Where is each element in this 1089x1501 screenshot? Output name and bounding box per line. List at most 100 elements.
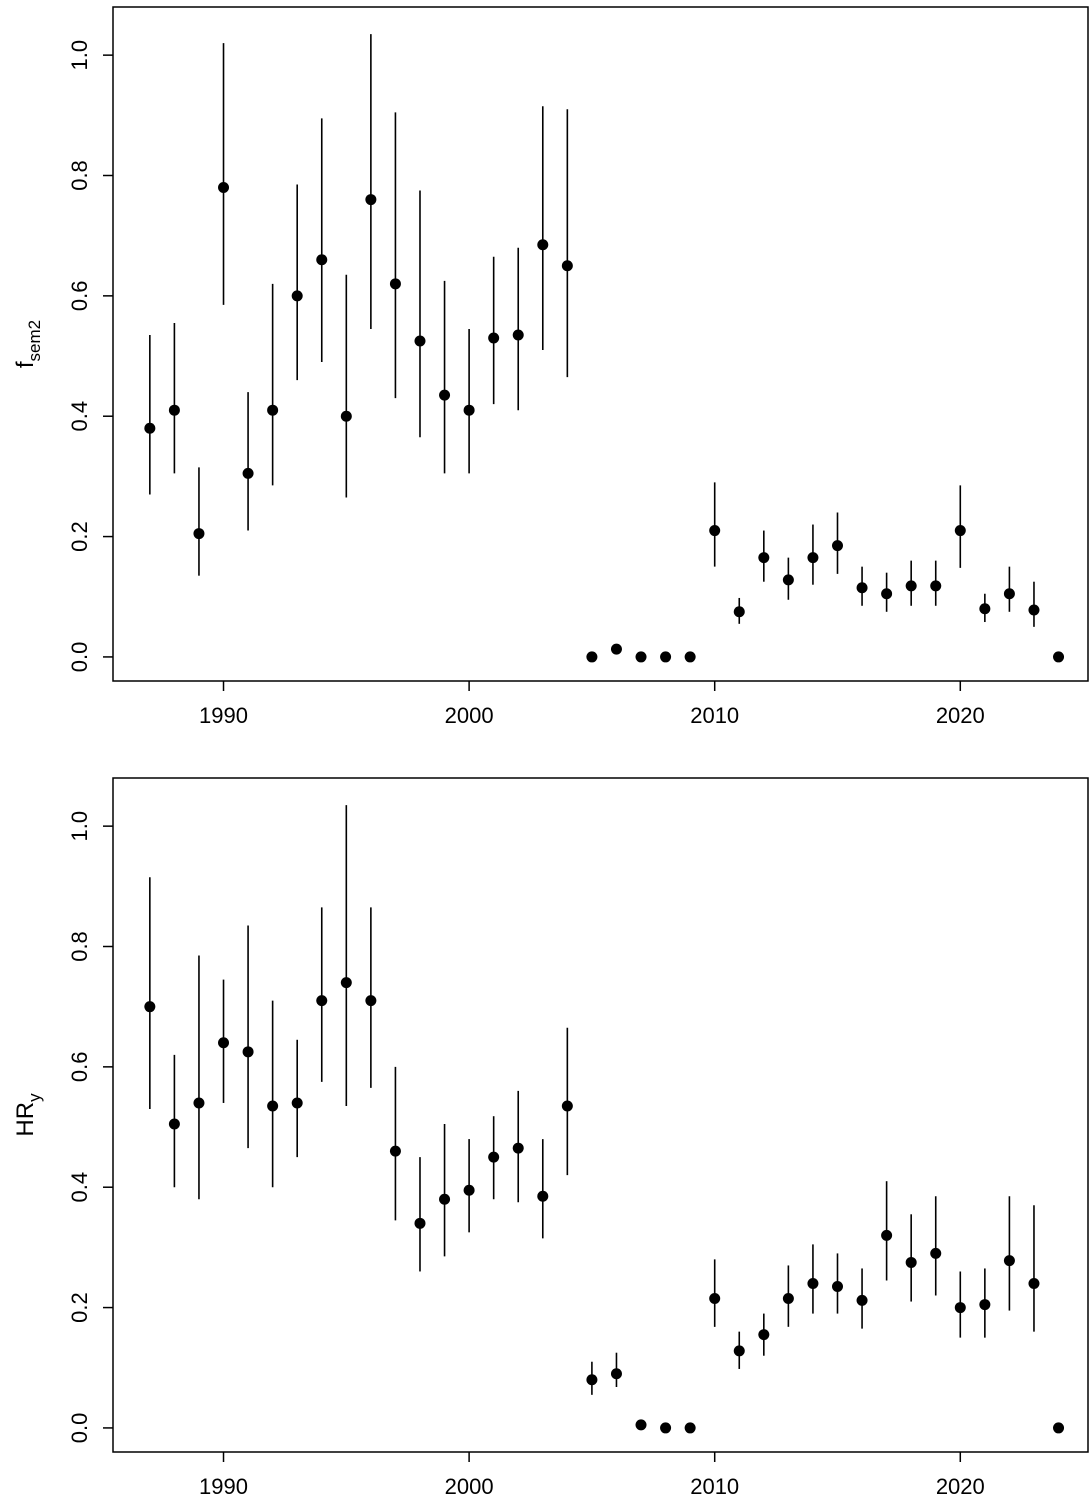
- x-tick-label: 2020: [936, 1474, 985, 1499]
- data-point: [537, 1190, 549, 1202]
- y-axis: 0.0 0.2 0.4 0.6 0.8 1.0: [67, 40, 113, 672]
- data-point: [144, 422, 156, 434]
- data-point: [930, 1247, 942, 1259]
- data-point: [782, 1293, 794, 1305]
- x-tick-label: 2000: [445, 703, 494, 728]
- data-point: [586, 651, 598, 663]
- data-point: [439, 389, 451, 401]
- data-point: [218, 1037, 230, 1049]
- data-point: [1028, 604, 1040, 616]
- y-axis-label-subscript: sem2: [25, 320, 44, 362]
- y-tick-label: 0.6: [67, 1052, 92, 1083]
- y-tick-label: 0.8: [67, 931, 92, 962]
- data-point: [291, 290, 303, 302]
- chart-panel-fsem2: 1990 2000 2010 2020 0.0 0.2 0.4 0.6 0.8 1.0 fsem…: [12, 6, 1089, 728]
- y-axis-label-main: f: [12, 361, 39, 368]
- data-point: [979, 603, 991, 615]
- y-axis-label: HRy: [12, 1093, 44, 1137]
- y-axis-label: fsem2: [12, 320, 44, 368]
- data-point: [144, 1001, 156, 1013]
- data-point: [463, 1184, 475, 1196]
- data-point: [831, 540, 843, 552]
- data-point: [905, 1256, 917, 1268]
- x-tick-label: 1990: [199, 703, 248, 728]
- data-point: [193, 1097, 205, 1109]
- data-point: [610, 1368, 622, 1380]
- data-point: [488, 1151, 500, 1163]
- data-point: [782, 574, 794, 586]
- data-point: [168, 1118, 180, 1130]
- data-point: [733, 1345, 745, 1357]
- data-point: [340, 410, 352, 422]
- data-point: [488, 332, 500, 344]
- data-point: [316, 995, 328, 1007]
- x-tick-label: 2010: [690, 703, 739, 728]
- y-axis-label-subscript: y: [25, 1093, 44, 1102]
- chart-panel-hry: 1990 2000 2010 2020 0.0 0.2 0.4 0.6 0.8 1.0 HRy: [12, 777, 1089, 1499]
- y-axis-label-main: HR: [12, 1102, 39, 1137]
- data-point: [1053, 651, 1065, 663]
- data-point: [954, 525, 966, 537]
- data-point: [218, 182, 230, 194]
- data-point: [807, 1278, 819, 1289]
- data-point: [365, 995, 377, 1007]
- x-axis: 1990 2000 2010 2020: [199, 681, 985, 728]
- y-tick-label: 0.0: [67, 642, 92, 673]
- y-tick-label: 0.6: [67, 281, 92, 312]
- data-point: [881, 588, 893, 600]
- y-tick-label: 0.4: [67, 401, 92, 432]
- data-point: [168, 404, 180, 416]
- data-point: [1028, 1278, 1040, 1289]
- data-point: [905, 580, 917, 592]
- data-point: [684, 1422, 696, 1434]
- data-point: [1053, 1422, 1065, 1434]
- y-tick-label: 0.2: [67, 521, 92, 552]
- plot-frame: [112, 777, 1089, 1453]
- data-point: [709, 1293, 721, 1305]
- data-point: [389, 1145, 401, 1157]
- data-point: [537, 239, 549, 251]
- data-point: [414, 1217, 426, 1229]
- y-axis: 0.0 0.2 0.4 0.6 0.8 1.0: [67, 811, 113, 1443]
- data-point: [930, 580, 942, 592]
- data-point: [831, 1281, 843, 1293]
- data-point: [389, 278, 401, 290]
- data-point: [512, 1142, 524, 1154]
- x-tick-label: 2010: [690, 1474, 739, 1499]
- data-point: [758, 552, 770, 564]
- y-tick-label: 0.0: [67, 1413, 92, 1444]
- data-point: [561, 1100, 573, 1112]
- data-point: [463, 404, 475, 416]
- data-point: [635, 1419, 647, 1431]
- data-point: [512, 329, 524, 341]
- data-point: [561, 260, 573, 272]
- data-point: [1003, 588, 1015, 600]
- y-tick-label: 0.4: [67, 1172, 92, 1203]
- data-point: [340, 977, 352, 989]
- y-tick-label: 1.0: [67, 811, 92, 842]
- data-point: [1003, 1255, 1015, 1267]
- data-point: [856, 1294, 868, 1306]
- data-point: [954, 1302, 966, 1314]
- y-tick-label: 0.2: [67, 1292, 92, 1323]
- x-axis: 1990 2000 2010 2020: [199, 1452, 985, 1499]
- data-point: [709, 525, 721, 537]
- y-tick-label: 0.8: [67, 160, 92, 191]
- data-marks: [144, 805, 1065, 1434]
- data-point: [586, 1374, 598, 1386]
- data-point: [610, 643, 622, 655]
- data-point: [242, 467, 254, 479]
- data-point: [291, 1097, 303, 1109]
- data-point: [193, 528, 205, 540]
- data-point: [660, 1422, 672, 1434]
- data-point: [414, 335, 426, 347]
- data-point: [316, 254, 328, 266]
- data-point: [758, 1329, 770, 1341]
- x-tick-label: 2020: [936, 703, 985, 728]
- data-marks: [144, 34, 1065, 663]
- data-point: [439, 1193, 451, 1205]
- x-tick-label: 2000: [445, 1474, 494, 1499]
- data-point: [267, 404, 279, 416]
